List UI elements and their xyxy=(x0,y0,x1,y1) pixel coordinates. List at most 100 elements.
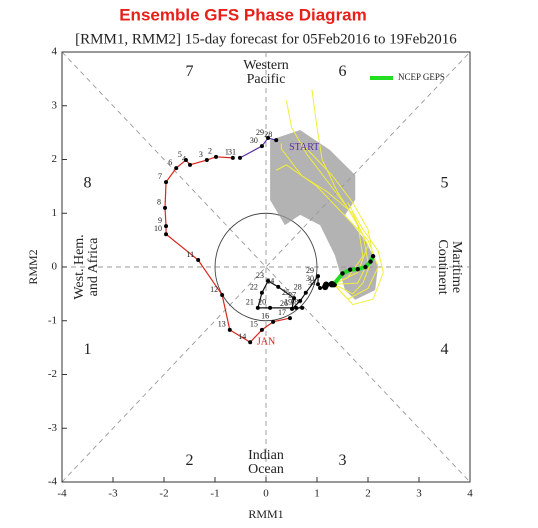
observed-point xyxy=(164,232,169,237)
y-tick-label: -3 xyxy=(48,422,58,434)
observed-point xyxy=(230,155,235,160)
ensemble-mean-point xyxy=(340,271,345,276)
observed-track xyxy=(239,137,277,159)
day-label: 19 xyxy=(284,298,292,307)
day-label: 30 xyxy=(250,136,258,145)
y-tick-label: 4 xyxy=(52,46,58,58)
observed-point xyxy=(274,138,279,143)
annotation: JAN xyxy=(257,337,275,348)
region-label: West. Hem. xyxy=(72,234,87,299)
observed-point xyxy=(237,155,242,160)
observed-point xyxy=(196,258,201,263)
day-label: 1 xyxy=(225,148,229,157)
observed-point xyxy=(259,290,264,295)
observed-point xyxy=(322,281,330,288)
phase-label: 2 xyxy=(186,452,194,469)
x-tick-label: 2 xyxy=(365,488,371,500)
ensemble-mean-point xyxy=(355,266,360,272)
y-tick-label: -4 xyxy=(48,476,58,488)
day-label: 30 xyxy=(306,274,314,283)
observed-point xyxy=(163,205,168,210)
day-label: 23 xyxy=(256,271,264,280)
day-label: 29 xyxy=(256,128,264,137)
day-label: 27 xyxy=(288,291,296,300)
ensemble-mean-point xyxy=(331,282,337,287)
observed-point xyxy=(214,154,219,159)
region-label: and Africa xyxy=(86,237,101,296)
observed-point xyxy=(266,278,271,283)
observed-point xyxy=(316,282,321,287)
ensemble-mean-point xyxy=(370,254,376,259)
y-tick-label: 1 xyxy=(52,207,58,219)
day-label: 10 xyxy=(154,224,162,233)
day-label: 17 xyxy=(278,308,286,317)
day-label: 18 xyxy=(290,298,298,307)
chart-subtitle: [RMM1, RMM2] 15-day forecast for 05Feb20… xyxy=(75,31,457,47)
ensemble-mean-point xyxy=(368,259,373,264)
phase-label: 1 xyxy=(84,341,92,358)
region-label: Indian xyxy=(248,448,284,463)
day-label: 26 xyxy=(280,299,288,308)
observed-point xyxy=(294,305,299,310)
day-label: 9 xyxy=(158,216,162,225)
phase-label: 4 xyxy=(441,341,449,358)
day-label: 11 xyxy=(186,250,194,259)
day-label: 2 xyxy=(208,147,212,156)
ensemble-mean-point xyxy=(347,267,353,272)
observed-point xyxy=(164,180,169,185)
observed-point xyxy=(292,296,297,301)
unit-circle xyxy=(214,212,318,322)
day-label: 28 xyxy=(264,130,272,139)
x-axis-label: RMM1 xyxy=(248,507,283,521)
observed-point xyxy=(259,327,264,332)
observed-point xyxy=(183,158,188,163)
annotation: START xyxy=(289,142,319,153)
day-label: 29 xyxy=(306,266,314,275)
y-tick-label: 2 xyxy=(52,153,58,165)
phase-label: 3 xyxy=(339,452,347,469)
observed-point xyxy=(290,306,295,311)
observed-point xyxy=(271,319,276,324)
x-tick-label: 3 xyxy=(416,488,422,500)
x-tick-label: -2 xyxy=(159,488,168,500)
observed-point xyxy=(266,136,271,140)
observed-point xyxy=(204,158,209,163)
x-tick-label: -4 xyxy=(57,488,67,500)
ensemble-mean-point xyxy=(363,264,368,270)
day-label: 22 xyxy=(250,283,258,292)
day-label: 12 xyxy=(210,285,218,294)
x-tick-label: 0 xyxy=(263,488,269,500)
day-label: 28 xyxy=(294,283,302,292)
observed-point xyxy=(174,166,179,171)
observed-point xyxy=(259,144,264,149)
day-label: 8 xyxy=(157,198,161,207)
region-label: Ocean xyxy=(248,462,284,477)
region-label: Maritime xyxy=(449,241,464,293)
observed-point xyxy=(164,224,169,229)
ensemble-member xyxy=(301,143,374,295)
y-tick-label: -2 xyxy=(48,368,57,380)
ensemble-member xyxy=(311,89,364,285)
day-label: 31 xyxy=(308,278,316,287)
y-tick-label: 3 xyxy=(52,99,58,111)
region-label: Western xyxy=(243,58,289,73)
phase-label: 7 xyxy=(186,63,194,80)
observed-point xyxy=(287,316,292,321)
day-label: 20 xyxy=(258,298,266,307)
x-tick-label: 4 xyxy=(467,488,473,500)
observed-point xyxy=(276,284,281,289)
day-label: 31 xyxy=(228,148,236,157)
y-axis-label: RMM2 xyxy=(26,249,40,284)
observed-point xyxy=(316,274,321,279)
observed-point xyxy=(268,305,273,310)
observed-point xyxy=(227,327,232,332)
chart-title: Ensemble GFS Phase Diagram xyxy=(119,5,367,24)
observed-point xyxy=(303,290,308,295)
phase-label: 5 xyxy=(441,174,449,191)
x-tick-label: 1 xyxy=(314,488,320,500)
y-tick-label: 0 xyxy=(52,261,58,273)
ensemble-member xyxy=(275,164,379,300)
day-label: 13 xyxy=(218,320,226,329)
observed-point xyxy=(188,162,193,167)
